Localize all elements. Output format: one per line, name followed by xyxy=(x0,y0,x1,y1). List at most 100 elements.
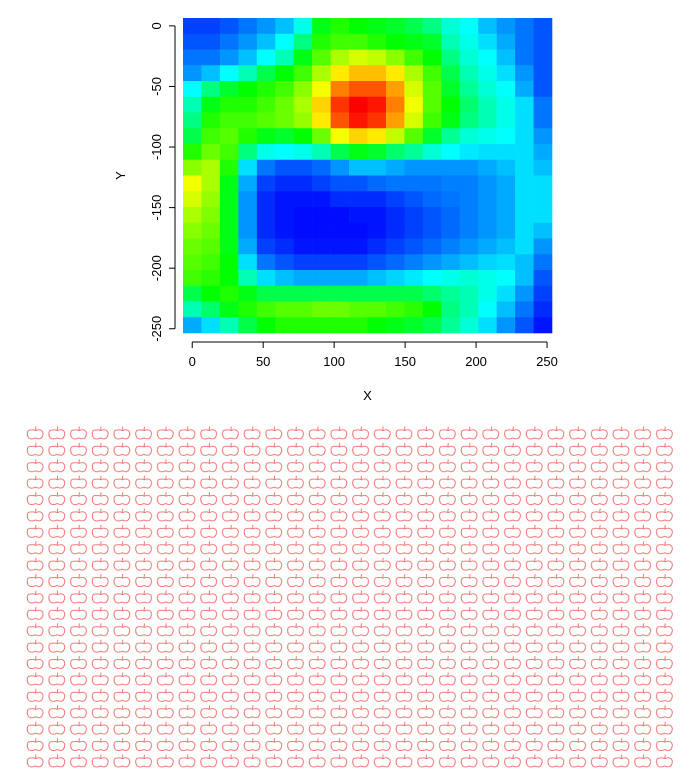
cell xyxy=(404,96,424,113)
cell xyxy=(330,191,350,208)
cell xyxy=(367,285,387,302)
cell xyxy=(385,270,405,287)
cell xyxy=(515,270,534,287)
cell xyxy=(293,317,313,334)
cell xyxy=(459,238,479,255)
cell xyxy=(349,222,368,239)
cell xyxy=(201,33,221,50)
cell xyxy=(238,222,258,239)
cell xyxy=(533,18,553,35)
cell xyxy=(478,207,497,224)
cell xyxy=(404,144,424,161)
cell xyxy=(238,96,258,113)
cell xyxy=(404,175,424,192)
cell xyxy=(404,128,424,145)
cell xyxy=(515,317,534,334)
cell xyxy=(201,81,221,98)
cell xyxy=(515,81,534,98)
cell xyxy=(293,159,313,176)
cell xyxy=(183,285,202,302)
cell xyxy=(422,18,442,35)
cell xyxy=(404,222,424,239)
cell xyxy=(385,65,405,82)
cell xyxy=(183,96,202,113)
cell xyxy=(533,128,553,145)
cell xyxy=(441,128,461,145)
cell xyxy=(275,317,294,334)
cell xyxy=(496,112,516,129)
cell xyxy=(330,238,350,255)
cell xyxy=(515,33,534,50)
cell xyxy=(385,128,405,145)
cell xyxy=(441,270,461,287)
cell xyxy=(478,175,497,192)
cell xyxy=(201,49,221,66)
cell xyxy=(422,175,442,192)
cell xyxy=(219,49,239,66)
cell xyxy=(330,144,350,161)
cell xyxy=(367,207,387,224)
cell xyxy=(422,222,442,239)
cell xyxy=(293,112,313,129)
cell xyxy=(256,270,276,287)
cell xyxy=(422,49,442,66)
cell xyxy=(256,238,276,255)
cell xyxy=(330,317,350,334)
cell xyxy=(496,238,516,255)
cell xyxy=(441,96,461,113)
cell xyxy=(275,191,294,208)
cell xyxy=(219,270,239,287)
cell xyxy=(293,175,313,192)
cell xyxy=(293,270,313,287)
cell xyxy=(459,285,479,302)
cell xyxy=(441,112,461,129)
cell xyxy=(441,175,461,192)
cell xyxy=(515,128,534,145)
cell xyxy=(275,301,294,318)
cell xyxy=(459,81,479,98)
cell xyxy=(330,159,350,176)
cell xyxy=(219,96,239,113)
cell xyxy=(385,301,405,318)
x-tick-label: 250 xyxy=(536,354,558,369)
cell xyxy=(441,49,461,66)
cell xyxy=(219,254,239,271)
cell xyxy=(238,207,258,224)
cell xyxy=(330,81,350,98)
cell xyxy=(293,254,313,271)
cell xyxy=(201,191,221,208)
cell xyxy=(293,96,313,113)
x-tick-label: 50 xyxy=(256,354,270,369)
cell xyxy=(496,207,516,224)
cell xyxy=(367,270,387,287)
cell xyxy=(275,96,294,113)
cell xyxy=(459,33,479,50)
cell xyxy=(478,128,497,145)
cell xyxy=(349,254,368,271)
cell xyxy=(349,144,368,161)
y-tick-label: -100 xyxy=(149,134,164,160)
cell xyxy=(275,65,294,82)
cell xyxy=(459,159,479,176)
cell xyxy=(404,159,424,176)
cell xyxy=(275,270,294,287)
cell xyxy=(533,144,553,161)
cell xyxy=(533,238,553,255)
cell xyxy=(293,191,313,208)
cell xyxy=(201,112,221,129)
cell xyxy=(275,285,294,302)
cell xyxy=(478,191,497,208)
cell xyxy=(349,65,368,82)
cell xyxy=(183,270,202,287)
cell xyxy=(256,159,276,176)
cell xyxy=(404,254,424,271)
cell xyxy=(219,175,239,192)
cell xyxy=(478,285,497,302)
cell xyxy=(256,301,276,318)
cell xyxy=(422,270,442,287)
cell xyxy=(515,144,534,161)
cell xyxy=(478,49,497,66)
cell xyxy=(183,254,202,271)
cell xyxy=(183,238,202,255)
cell xyxy=(533,285,553,302)
